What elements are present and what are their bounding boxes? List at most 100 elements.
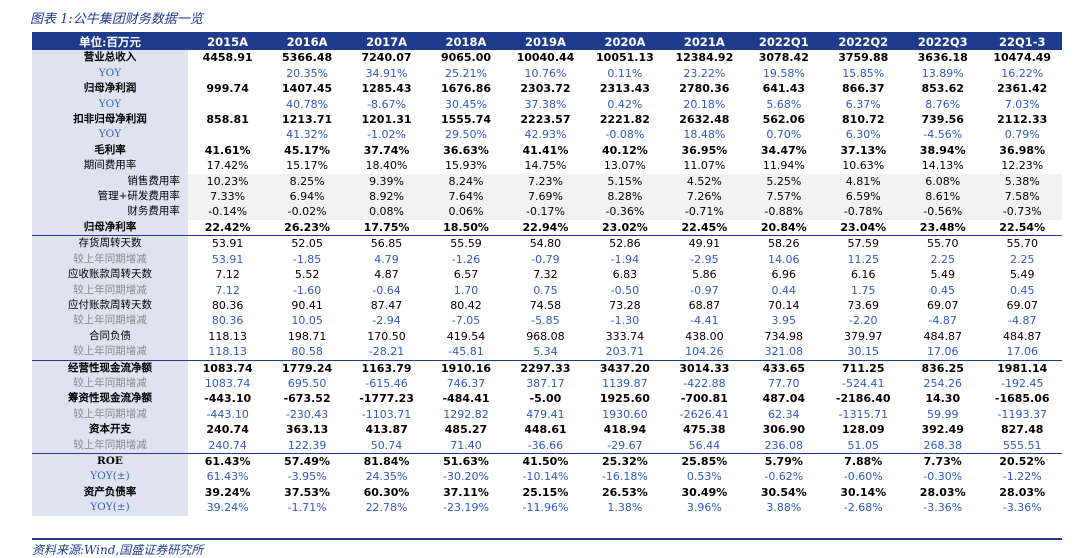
table-cell: 41.50% (505, 452, 586, 470)
table-row: 经营性现金流净额 1083.74 1779.24 1163.79 1910.16 2297… (32, 359, 1062, 376)
table-row: 较上年同期增减 118.13 80.58 -28.21 -45.81 5.34 203.71… (32, 344, 1062, 361)
table-cell: 2780.36 (679, 82, 730, 96)
table-cell: 0.79% (1004, 128, 1040, 142)
table-cell: -0.17% (505, 204, 586, 220)
table-cell: 13.89% (921, 66, 964, 80)
table-cell: 69.07 (1006, 298, 1038, 312)
table-cell: 22.54% (999, 220, 1046, 234)
table-cell: 2297.33 (505, 359, 586, 376)
table-cell: 413.87 (365, 423, 408, 437)
table-cell: 10.63% (842, 159, 885, 173)
table-cell: 418.94 (603, 423, 647, 437)
table-cell: 22.94% (522, 220, 569, 234)
table-cell: -4.56% (923, 128, 963, 142)
table-cell: -0.88% (744, 204, 824, 220)
table-cell: 42.93% (524, 128, 567, 142)
table-cell: -230.43 (285, 407, 329, 421)
table-cell: 254.26 (923, 376, 962, 390)
table-cell: -16.18% (601, 470, 648, 484)
table-cell: 7.12 (215, 268, 240, 282)
table-cell: 17.06 (1006, 345, 1038, 359)
table-cell: 55.70 (902, 235, 983, 252)
table-cell: 739.56 (921, 113, 964, 127)
row-label: 经营性现金流净额 (32, 359, 188, 376)
table-cell: 58.26 (744, 235, 824, 252)
table-cell: -1.60 (292, 283, 322, 297)
table-cell: 41.41% (522, 143, 569, 157)
table-cell: 1083.74 (187, 359, 268, 376)
header-cell: 2015A (187, 35, 268, 51)
table-cell: 20.84% (760, 220, 807, 234)
table-cell: -700.81 (680, 392, 728, 406)
table-row: YOY(±) 39.24% -1.71% 22.78% -23.19% -11.96% 1.… (32, 500, 1062, 516)
table-cell: 15.85% (842, 66, 885, 80)
table-cell: 6.08% (902, 173, 983, 190)
row-label: 应付账款周转天数 (32, 297, 188, 314)
table-cell: -0.71% (664, 204, 745, 220)
table-cell: 2632.48 (679, 113, 730, 127)
table-cell: -45.81 (448, 345, 484, 359)
table-cell: 836.25 (902, 359, 983, 376)
header-cell: 2022Q1 (744, 35, 824, 51)
table-cell: 25.32% (585, 452, 665, 470)
table-row: 财务费用率 -0.14% -0.02% 0.08% 0.06% -0.17% -0.36% -… (32, 204, 1062, 220)
table-cell: -10.14% (522, 470, 569, 484)
header-cell: 单位:百万元 (32, 35, 188, 51)
table-cell: 53.91 (211, 252, 244, 266)
table-cell: 475.38 (683, 423, 726, 437)
header-cell: 2021A (664, 35, 745, 51)
row-label: 毛利率 (32, 142, 188, 159)
table-row: 应付账款周转天数 80.36 90.41 87.47 80.42 74.58 73.28 68… (32, 297, 1062, 314)
table-cell: -0.30% (923, 470, 963, 484)
table-row: 销售费用率 10.23% 8.25% 9.39% 8.24% 7.23% 5.15% 4.52… (32, 173, 1062, 190)
table-cell: 2.25 (1009, 252, 1035, 266)
table-cell: 56.44 (688, 438, 721, 452)
table-cell: 14.30 (925, 392, 961, 406)
table-cell: 2223.57 (520, 113, 571, 127)
table-cell: 77.70 (768, 376, 800, 390)
table-cell: 12.23% (1001, 159, 1044, 173)
table-cell: 15.17% (286, 159, 329, 173)
table-cell: 30.15 (847, 345, 880, 359)
row-label: 较上年同期增减 (32, 375, 188, 392)
table-cell: 14.75% (524, 159, 567, 173)
table-cell: 0.70% (766, 128, 802, 142)
table-cell: 1139.87 (602, 376, 648, 390)
table-cell: 54.80 (505, 235, 586, 252)
table-cell: 5.49 (930, 268, 955, 282)
table-cell: 81.84% (346, 452, 427, 470)
table-cell: 41.61% (204, 143, 251, 157)
table-cell: -1103.71 (361, 407, 412, 421)
table-cell: 39.24% (204, 485, 251, 499)
header-cell: 2020A (585, 35, 665, 51)
table-cell: 0.11% (607, 66, 643, 80)
table-cell: 10040.44 (516, 51, 575, 65)
table-cell: 2361.42 (997, 82, 1048, 96)
table-cell: 59.99 (926, 407, 959, 421)
table-cell: 28.03% (919, 485, 966, 499)
table-cell: 17.75% (363, 220, 410, 234)
table-cell: 5.49 (1009, 268, 1035, 282)
table-cell: 56.85 (346, 235, 427, 252)
header-cell: 2022Q2 (823, 35, 903, 51)
table-cell: 7.57% (744, 189, 824, 205)
table-cell: 3.96% (686, 501, 722, 515)
table-cell: 3636.18 (917, 51, 968, 65)
table-cell: -4.87 (928, 314, 957, 328)
table-cell: 8.25% (267, 173, 347, 190)
table-cell: 1213.71 (282, 113, 333, 127)
table-cell: 4.87 (374, 268, 399, 282)
table-cell: 1201.31 (361, 113, 412, 127)
table-cell: 484.87 (1002, 329, 1042, 343)
table-cell: 6.16 (851, 268, 876, 282)
table-cell: 18.40% (365, 159, 408, 173)
table-cell: 17.42% (206, 159, 249, 173)
table-cell: 12384.92 (675, 51, 734, 65)
table-cell: 61.43% (206, 470, 249, 484)
table-cell: 62.34 (768, 407, 800, 421)
table-cell: 479.41 (526, 407, 565, 421)
table-cell: 3078.42 (758, 51, 809, 65)
table-cell: 734.98 (764, 329, 804, 343)
table-cell: 7.58% (982, 189, 1062, 205)
table-cell: 26.53% (601, 485, 648, 499)
